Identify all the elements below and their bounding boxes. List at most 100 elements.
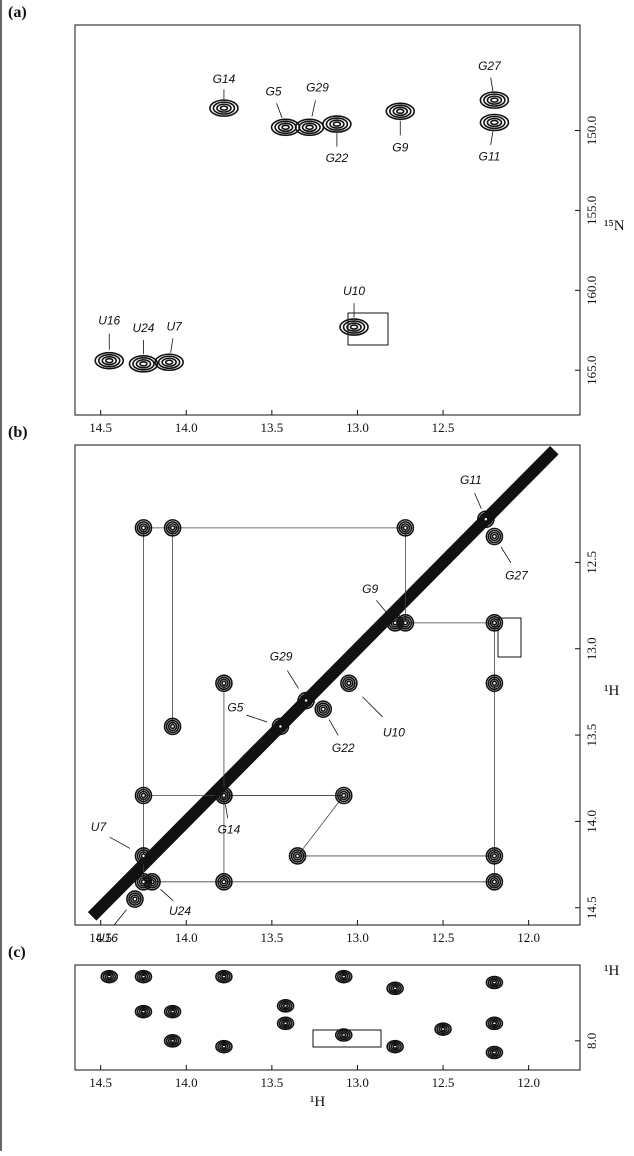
contour: [492, 854, 496, 858]
contour: [140, 362, 147, 366]
peak: [165, 520, 181, 536]
peak: [135, 848, 151, 864]
peak-label: G29: [306, 80, 329, 94]
contour: [306, 125, 313, 129]
contour: [321, 707, 325, 711]
y-axis-label: ¹H: [604, 963, 619, 979]
peak-label: G11: [479, 150, 501, 164]
plot-frame: [75, 965, 580, 1070]
peak: [397, 615, 413, 631]
contour: [393, 621, 397, 625]
peak: [397, 520, 413, 536]
contour: [141, 794, 145, 798]
x-tick-label: 13.5: [260, 1075, 283, 1090]
peak: [296, 119, 324, 135]
contour: [171, 1039, 175, 1042]
contour: [107, 975, 111, 978]
peak: [165, 1006, 181, 1018]
leader-line: [247, 715, 267, 722]
contour: [141, 854, 145, 858]
leader-line: [501, 547, 511, 563]
peak-label: U10: [383, 725, 405, 739]
peak-label: U16: [98, 314, 120, 328]
peak: [135, 874, 151, 890]
peak: [127, 891, 143, 907]
x-tick-label: 12.5: [432, 1075, 455, 1090]
x-tick-label: 14.0: [175, 930, 198, 945]
peak: [290, 848, 306, 864]
peak: [486, 874, 502, 890]
contour: [106, 359, 113, 363]
peak: [387, 982, 403, 994]
y-tick-label: 12.5: [584, 551, 599, 574]
peak: [278, 1017, 294, 1029]
contour: [222, 880, 226, 884]
y-axis-label: ¹H: [604, 683, 619, 699]
contour: [278, 724, 282, 728]
peak: [216, 874, 232, 890]
panel-label: (a): [8, 4, 27, 21]
peak-label: G29: [270, 650, 293, 664]
contour: [222, 681, 226, 685]
y-tick-label: 13.0: [584, 637, 599, 660]
leader-line: [287, 671, 298, 689]
contour: [351, 325, 358, 329]
peak: [165, 718, 181, 734]
leader-line: [225, 805, 227, 819]
peak-label: U24: [132, 321, 154, 335]
contour: [491, 98, 498, 102]
peak: [315, 701, 331, 717]
highlight-box: [498, 618, 521, 657]
contour: [492, 1022, 496, 1025]
contour: [171, 724, 175, 728]
peak: [129, 356, 157, 372]
leader-line: [491, 78, 493, 92]
x-tick-label: 14.0: [175, 1075, 198, 1090]
peak: [486, 1047, 502, 1059]
peak: [298, 693, 314, 709]
peak-label: G22: [326, 151, 349, 165]
peak-label: U24: [169, 904, 191, 918]
y-tick-label: 14.5: [584, 896, 599, 919]
peak: [480, 115, 508, 131]
x-axis-label: ¹H: [310, 1094, 325, 1110]
leader-line: [312, 100, 316, 116]
x-tick-label: 14.5: [89, 1075, 112, 1090]
peak: [216, 675, 232, 691]
peak: [101, 971, 117, 983]
contour: [333, 122, 340, 126]
peak-label: U7: [166, 319, 183, 333]
peak: [387, 1041, 403, 1053]
contour: [284, 1022, 288, 1025]
contour: [492, 621, 496, 625]
contour: [393, 1045, 397, 1048]
contour: [133, 897, 137, 901]
contour: [282, 125, 289, 129]
connector: [298, 796, 344, 856]
y-tick-label: 150.0: [584, 116, 599, 145]
y-tick-label: 155.0: [584, 196, 599, 225]
leader-line: [362, 697, 382, 717]
contour: [403, 526, 407, 530]
peak: [272, 718, 288, 734]
peak: [340, 319, 368, 335]
peak: [210, 100, 238, 116]
contour: [222, 1045, 226, 1048]
peak: [135, 971, 151, 983]
y-tick-label: 13.5: [584, 724, 599, 747]
leader-line: [160, 889, 173, 900]
figure: (a)14.514.013.513.012.5150.0155.0160.016…: [0, 0, 634, 1151]
peak: [135, 788, 151, 804]
y-tick-label: 14.0: [584, 810, 599, 833]
peak: [486, 848, 502, 864]
peak-label: U10: [343, 284, 365, 298]
contour: [304, 699, 308, 703]
y-tick-label: 160.0: [584, 276, 599, 305]
x-tick-label: 13.0: [346, 930, 369, 945]
y-axis-label: ¹⁵N: [604, 218, 625, 234]
peak: [486, 675, 502, 691]
contour: [403, 621, 407, 625]
peak: [323, 116, 351, 132]
contour: [284, 1004, 288, 1007]
peak: [216, 971, 232, 983]
